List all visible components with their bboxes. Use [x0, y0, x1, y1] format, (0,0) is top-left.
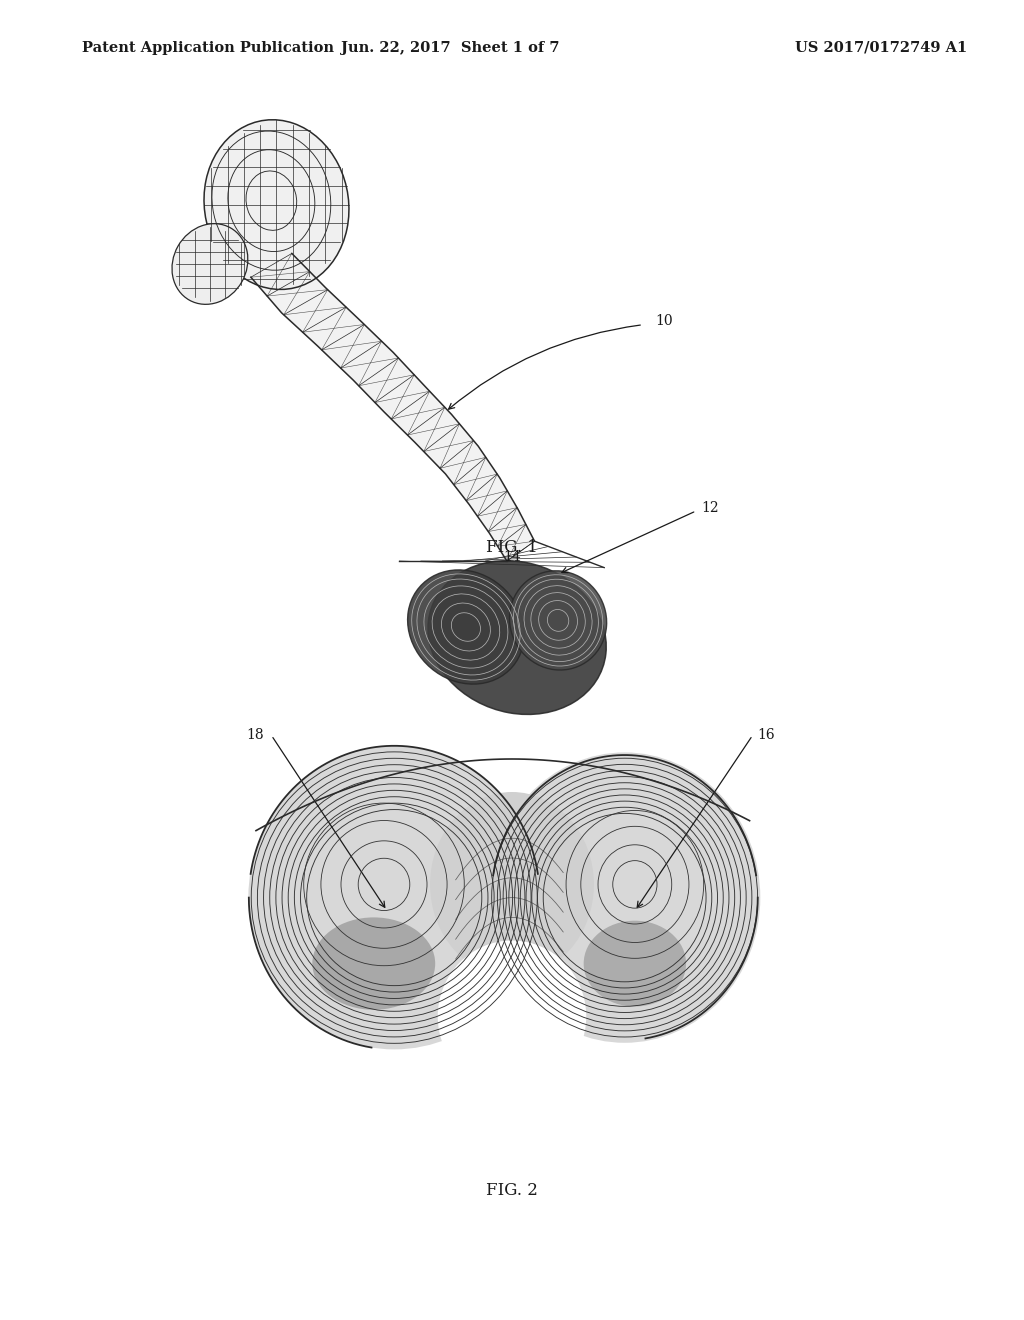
Ellipse shape — [312, 917, 435, 1010]
Ellipse shape — [510, 570, 606, 671]
Ellipse shape — [489, 752, 760, 1043]
Ellipse shape — [428, 561, 606, 714]
Text: 10: 10 — [655, 314, 673, 327]
Text: 16: 16 — [758, 729, 775, 742]
Text: 18: 18 — [247, 729, 264, 742]
Ellipse shape — [438, 940, 586, 1093]
Ellipse shape — [408, 570, 524, 684]
Text: Patent Application Publication: Patent Application Publication — [82, 41, 334, 54]
Text: FIG. 1: FIG. 1 — [486, 540, 538, 556]
Text: US 2017/0172749 A1: US 2017/0172749 A1 — [795, 41, 967, 54]
Ellipse shape — [172, 223, 248, 305]
Text: 12: 12 — [701, 502, 719, 515]
Polygon shape — [251, 253, 535, 561]
Ellipse shape — [430, 792, 594, 977]
Text: FIG. 2: FIG. 2 — [486, 1183, 538, 1199]
Text: 14: 14 — [503, 549, 521, 564]
Ellipse shape — [584, 921, 686, 1006]
Ellipse shape — [204, 120, 349, 289]
Text: Jun. 22, 2017  Sheet 1 of 7: Jun. 22, 2017 Sheet 1 of 7 — [341, 41, 560, 54]
Ellipse shape — [249, 746, 541, 1049]
